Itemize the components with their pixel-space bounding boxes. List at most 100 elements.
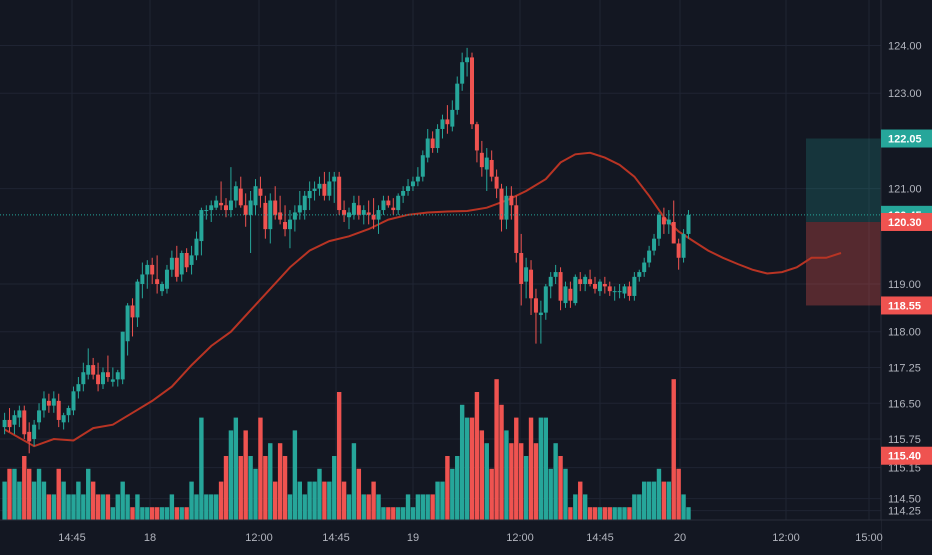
candle — [307, 181, 312, 211]
candle — [209, 200, 214, 222]
candle — [297, 190, 302, 220]
candle — [642, 257, 647, 277]
candle-body — [219, 202, 224, 206]
volume-bar — [666, 481, 671, 520]
candle-body — [71, 391, 76, 411]
candle — [56, 393, 61, 428]
candle — [647, 245, 652, 268]
volume-bar — [273, 481, 278, 520]
candle — [71, 386, 76, 416]
candle-body — [7, 419, 12, 428]
candle-body — [283, 221, 288, 230]
candle — [548, 272, 553, 299]
volume-bar — [184, 507, 189, 520]
candle-body — [499, 188, 504, 220]
volume-bar — [130, 507, 135, 520]
candle-body — [371, 214, 376, 220]
candle — [588, 269, 593, 287]
candle-body — [140, 274, 145, 284]
time-tick-label: 14:45 — [586, 532, 614, 544]
candle-body — [548, 276, 553, 287]
volume-bar — [159, 507, 165, 520]
candle-body — [435, 128, 440, 149]
volume-bar — [22, 456, 27, 520]
volume-bar — [420, 494, 425, 520]
time-tick-label: 19 — [407, 532, 419, 544]
volume-bar — [351, 443, 357, 520]
volume-bar — [277, 443, 283, 520]
candle-body — [204, 210, 209, 212]
price-tick-label: 117.25 — [888, 362, 921, 374]
volume-bar — [459, 404, 465, 520]
candle-body — [243, 205, 248, 215]
candle — [332, 171, 337, 203]
candle — [317, 176, 322, 196]
candle — [243, 193, 248, 227]
volume-bar — [533, 443, 539, 520]
candle — [130, 298, 135, 337]
candle-body — [155, 279, 160, 284]
volume-bar — [381, 507, 386, 520]
candle-body — [514, 205, 519, 253]
candle-body — [568, 288, 573, 301]
candle — [194, 231, 199, 261]
volume-bar — [90, 481, 96, 520]
price-tick-label: 114.50 — [888, 494, 921, 506]
candle — [381, 195, 386, 215]
candle-body — [214, 200, 219, 208]
candle — [110, 367, 115, 387]
candle — [302, 190, 307, 220]
candle — [7, 408, 12, 432]
candle-body — [189, 255, 194, 265]
volume-bars — [2, 379, 691, 520]
volume-bar — [95, 494, 101, 520]
candle-body — [509, 195, 514, 206]
volume-bar — [317, 468, 322, 520]
volume-bar — [56, 468, 61, 520]
candle-body — [666, 219, 671, 225]
candle — [312, 181, 317, 201]
volume-bar — [366, 494, 371, 520]
candle-body — [460, 62, 465, 84]
volume-bar — [361, 494, 366, 520]
candle — [283, 205, 288, 237]
volume-bar — [307, 481, 312, 520]
candle — [214, 195, 219, 211]
candle-body — [578, 279, 583, 284]
volume-bar — [71, 494, 76, 520]
candle-body — [470, 57, 474, 125]
candle — [96, 362, 101, 392]
candle — [253, 179, 258, 215]
candle-body — [622, 286, 627, 294]
price-tick-label: 121.00 — [888, 184, 922, 196]
candle-body — [61, 415, 66, 423]
candle — [519, 233, 524, 306]
price-axis[interactable]: 124.00 123.00 121.00 119.00 118.00 117.25 116.… — [880, 0, 932, 550]
candle-body — [573, 276, 578, 304]
candle-body — [135, 281, 140, 318]
volume-bar — [356, 468, 362, 520]
volume-bar — [386, 507, 391, 520]
price-tick-label: 119.00 — [888, 279, 921, 291]
candle — [233, 181, 238, 208]
time-axis[interactable]: 14:45 18 12:00 14:45 19 12:00 14:45 20 12:00 15:0… — [0, 519, 932, 550]
candle — [150, 257, 155, 284]
volume-bar — [253, 468, 258, 520]
candle-body — [381, 200, 386, 211]
candle — [169, 250, 174, 277]
candle-body — [199, 210, 204, 242]
volume-bar — [435, 481, 440, 520]
candle — [593, 276, 597, 294]
candle — [337, 171, 342, 215]
candle — [504, 186, 509, 230]
volume-bar — [174, 507, 179, 520]
candle-body — [465, 57, 470, 63]
candle — [219, 181, 224, 211]
volume-bar — [548, 468, 553, 520]
candle — [105, 355, 110, 382]
volume-bar — [602, 507, 608, 520]
time-tick-label: 12:00 — [245, 532, 273, 544]
candle — [479, 140, 484, 177]
